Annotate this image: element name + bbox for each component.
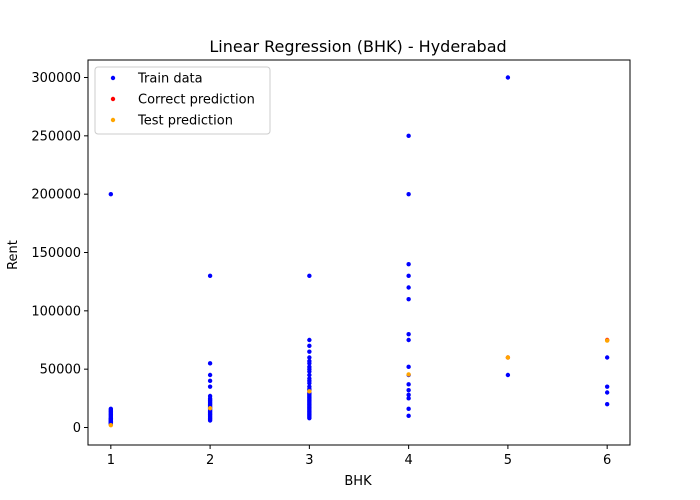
data-point: [307, 369, 312, 374]
data-point: [307, 349, 312, 354]
y-tick-label: 0: [73, 421, 81, 436]
data-point: [406, 191, 411, 197]
data-point: [406, 273, 411, 279]
data-point: [207, 384, 213, 389]
data-point: [505, 75, 511, 80]
data-point: [406, 396, 411, 401]
x-tick-label: 6: [603, 453, 611, 468]
y-tick-label: 50000: [40, 363, 81, 378]
data-point: [406, 413, 411, 419]
data-point: [604, 384, 610, 389]
data-point: [406, 337, 411, 343]
data-point: [505, 372, 511, 378]
data-point: [406, 285, 411, 290]
legend-label: Train data: [137, 72, 203, 87]
legend-marker: [110, 96, 116, 102]
x-tick-label: 1: [107, 453, 115, 468]
data-point: [307, 343, 312, 349]
data-point: [307, 380, 312, 386]
data-point: [604, 355, 610, 360]
data-point: [307, 415, 312, 421]
data-point: [406, 372, 411, 377]
y-tick-label: 150000: [31, 246, 81, 261]
data-point: [207, 273, 213, 279]
data-point: [207, 361, 213, 366]
legend-label: Test prediction: [137, 114, 233, 129]
data-point: [604, 390, 610, 395]
data-point: [406, 331, 411, 337]
data-point: [406, 261, 411, 267]
data-point: [406, 296, 411, 302]
x-tick-label: 4: [404, 453, 412, 468]
x-axis-label: BHK: [344, 474, 372, 489]
data-point: [406, 392, 411, 398]
data-point: [406, 382, 411, 387]
data-point: [406, 387, 411, 393]
x-tick-label: 5: [504, 453, 512, 468]
y-axis-label: Rent: [6, 240, 21, 270]
data-point: [307, 355, 312, 360]
x-tick-label: 3: [305, 453, 313, 468]
plot-area: 1 2 3 4 5 6 0 50000 100000 150000 200000 250000 3000…: [31, 59, 631, 468]
y-tick-label: 200000: [31, 188, 81, 203]
y-tick-label: 250000: [31, 129, 81, 144]
data-point: [207, 378, 213, 384]
data-point: [207, 418, 213, 423]
data-point: [307, 361, 312, 366]
data-point: [307, 337, 312, 343]
x-tick-label: 2: [206, 453, 214, 468]
data-point: [207, 372, 213, 378]
series-test-prediction: [108, 338, 610, 428]
data-point: [307, 372, 312, 378]
chart-title: Linear Regression (BHK) - Hyderabad: [209, 37, 506, 56]
data-point: [604, 338, 610, 343]
y-tick-label: 300000: [31, 71, 81, 86]
legend-marker: [110, 117, 116, 123]
data-point: [406, 364, 411, 370]
data-point: [307, 389, 312, 394]
data-point: [307, 273, 312, 279]
data-point: [108, 422, 114, 428]
data-point: [505, 355, 511, 360]
y-tick-label: 100000: [31, 304, 81, 319]
data-point: [406, 406, 411, 412]
legend-label: Correct prediction: [138, 93, 255, 108]
series-train-data: [108, 75, 610, 427]
legend-box: [94, 66, 271, 135]
data-point: [604, 401, 610, 407]
data-point: [406, 133, 411, 139]
legend-marker: [110, 75, 116, 81]
data-point: [108, 191, 114, 197]
data-point: [207, 406, 213, 411]
